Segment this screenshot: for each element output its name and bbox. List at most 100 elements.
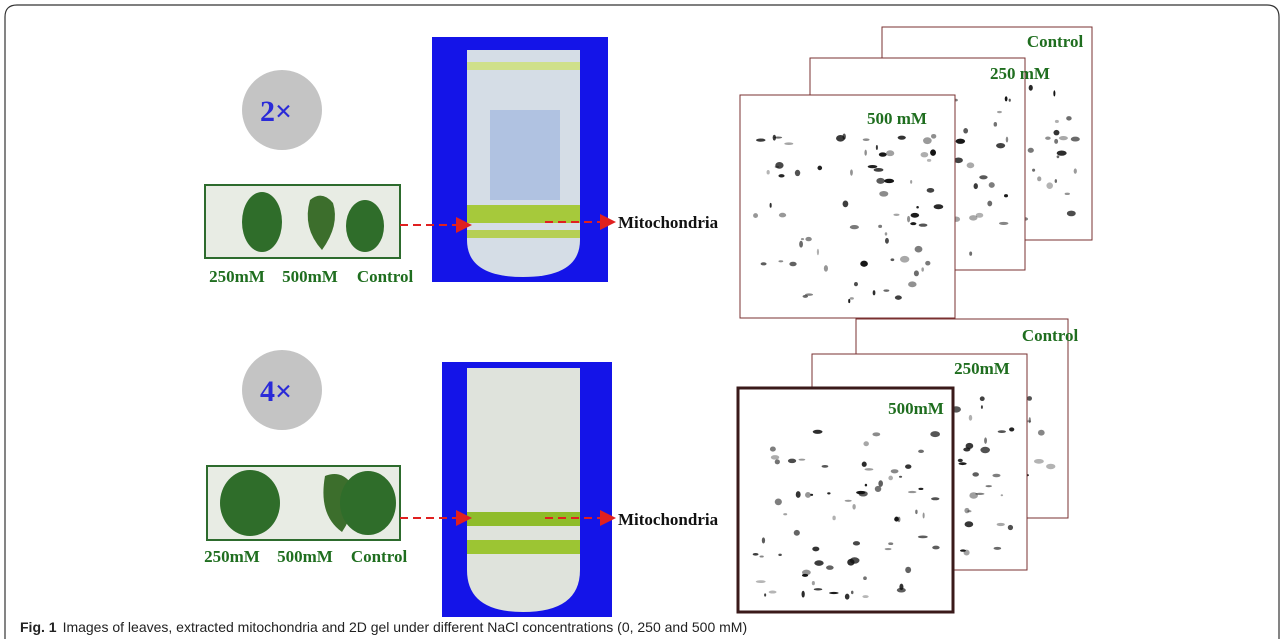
gel-spot — [872, 432, 881, 437]
gel-spot — [789, 261, 797, 267]
leaf-label: 500mM — [277, 547, 333, 566]
gel-spot — [925, 260, 931, 266]
gel-spot — [821, 465, 829, 468]
gel-spot — [1053, 129, 1060, 136]
gel-spot — [957, 458, 963, 463]
leaf — [242, 192, 282, 252]
gel-spot — [997, 430, 1006, 434]
gel-spot — [778, 260, 784, 263]
gel-spot — [917, 535, 928, 539]
gel-spot — [759, 555, 764, 558]
gel-spot — [985, 485, 992, 488]
gel-spot — [894, 516, 899, 522]
gel-spot — [872, 290, 876, 296]
gel-spot — [969, 251, 973, 256]
gel-spot — [863, 576, 867, 581]
gel-spot — [888, 475, 893, 481]
gel-spot — [826, 565, 834, 570]
gel-spot — [885, 237, 889, 244]
gel-spot — [890, 469, 899, 474]
gel-spot — [805, 236, 812, 242]
gel-spot — [752, 553, 759, 556]
gel-spot — [775, 162, 784, 169]
gel-spot — [798, 458, 806, 461]
gel-spot — [898, 475, 903, 478]
gel-spot — [1066, 210, 1076, 217]
gel-spot — [963, 549, 970, 556]
gel-spot — [1046, 463, 1056, 470]
leaf — [220, 470, 280, 536]
gel-spot — [975, 492, 985, 495]
gel-spot — [1037, 429, 1045, 436]
gel-spot — [973, 183, 978, 190]
gel-spot — [930, 431, 940, 438]
gel-spot — [867, 165, 878, 169]
gel-spot — [769, 446, 776, 452]
gel-spot — [910, 180, 913, 184]
leaf-label: Control — [357, 267, 414, 286]
gel-spot — [979, 175, 988, 180]
gel-spot — [968, 414, 973, 421]
gel-spot — [960, 549, 966, 552]
gel-spot — [918, 223, 928, 227]
gel-spot — [1070, 136, 1080, 142]
gel-spot — [953, 157, 963, 164]
gel-spot — [849, 297, 854, 300]
gel-spot — [884, 178, 895, 184]
gel-spot — [1054, 119, 1059, 124]
gel-spot — [858, 490, 868, 497]
gel-label: 500mM — [888, 399, 944, 418]
gel-spot — [783, 513, 788, 516]
leaf — [346, 200, 384, 252]
gel-spot — [844, 499, 852, 502]
gel-spot — [923, 137, 932, 145]
gel-spot — [1056, 155, 1060, 159]
gel-label: 500 mM — [867, 109, 927, 128]
gel-spot — [914, 245, 923, 253]
gel-spot — [1037, 176, 1042, 182]
gel-spot — [926, 158, 932, 162]
fold-label: 4× — [260, 375, 292, 408]
caption-text: Images of leaves, extracted mitochondria… — [63, 619, 748, 635]
gel-spot — [1056, 150, 1067, 156]
gel-spots — [752, 429, 940, 600]
gel-spot — [1007, 524, 1014, 531]
tube-band — [467, 230, 580, 238]
fold-label: 2× — [260, 95, 292, 128]
gel-label: Control — [1027, 32, 1084, 51]
gel-spot — [1008, 98, 1011, 102]
gel-spot — [997, 110, 1002, 114]
gel-spot — [963, 128, 969, 134]
gel-spot — [816, 248, 820, 256]
gel-spot — [805, 492, 811, 498]
gel-spot — [966, 162, 975, 169]
gel-spot — [828, 591, 839, 595]
gel-spot — [864, 483, 868, 487]
gel-spot — [1064, 192, 1070, 196]
gel-spot — [910, 222, 917, 226]
gel-spot — [964, 521, 974, 528]
gel-label: 250mM — [954, 359, 1010, 378]
gel-spot — [1033, 458, 1044, 464]
gel-spot — [993, 546, 1002, 550]
gel-spot — [832, 515, 836, 521]
gel-spot — [975, 212, 984, 218]
gel-spot — [810, 493, 814, 496]
gel-spot — [969, 215, 978, 221]
tube-band — [467, 540, 580, 554]
gel-spot — [827, 492, 831, 495]
gel-spot — [996, 142, 1006, 149]
gel-spot — [770, 455, 780, 460]
gel-spot — [766, 169, 770, 175]
gel-spot — [784, 142, 794, 146]
gel-spot — [922, 512, 925, 519]
gel-spot — [913, 270, 919, 277]
gel-spot — [878, 480, 883, 487]
gel-spot — [842, 200, 849, 208]
gel-spot — [853, 281, 858, 287]
gel-spot — [787, 458, 797, 464]
gel-spot — [1000, 494, 1004, 497]
gel-spot — [930, 149, 936, 156]
gel-spot — [910, 212, 920, 218]
gel-spot — [967, 510, 972, 513]
